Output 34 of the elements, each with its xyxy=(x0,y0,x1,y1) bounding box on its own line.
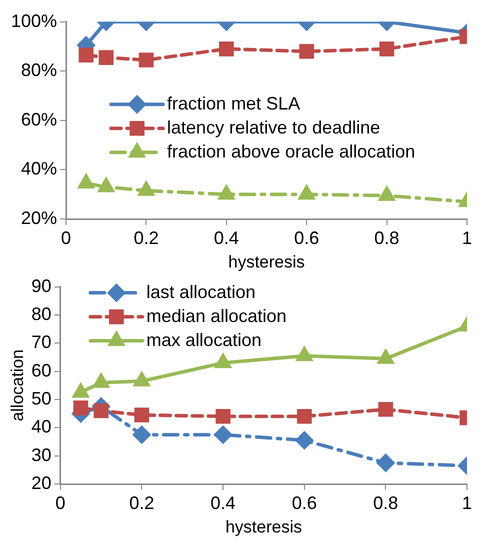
y-tick-label: 80 xyxy=(31,304,52,324)
x-tick-label: 1 xyxy=(462,228,472,248)
y-tick-label: 90 xyxy=(31,276,52,296)
x-tick-label: 0.6 xyxy=(292,492,317,513)
y-axis-title: allocation xyxy=(8,349,27,422)
legend-label: fraction met SLA xyxy=(167,93,300,114)
y-tick-label: 60% xyxy=(21,109,58,130)
y-tick-label: 80% xyxy=(21,60,58,80)
x-tick-label: 1 xyxy=(462,492,472,513)
x-tick-label: 0.2 xyxy=(129,492,154,513)
x-axis-title: hysteresis xyxy=(228,252,305,272)
y-tick-label: 20% xyxy=(21,208,58,228)
y-tick-label: 100% xyxy=(10,10,58,31)
x-tick-label: 0.8 xyxy=(373,492,398,513)
y-tick-label: 40 xyxy=(31,416,52,437)
legend-label: median allocation xyxy=(146,306,287,326)
x-tick-label: 0.2 xyxy=(134,228,159,248)
x-tick-label: 0.4 xyxy=(210,492,236,513)
y-tick-label: 30 xyxy=(31,444,52,465)
legend-label: last allocation xyxy=(146,282,256,302)
x-tick-label: 0.6 xyxy=(294,228,320,248)
legend-label: fraction above oracle allocation xyxy=(167,141,416,162)
x-axis-title: hysteresis xyxy=(225,517,302,536)
y-tick-label: 50 xyxy=(31,388,52,408)
y-tick-label: 40% xyxy=(21,158,58,179)
y-tick-label: 20 xyxy=(31,472,52,493)
x-tick-label: 0 xyxy=(61,228,72,248)
x-tick-label: 0.4 xyxy=(214,228,239,248)
legend-label: max allocation xyxy=(146,330,262,350)
x-tick-label: 0 xyxy=(55,492,66,513)
legend-label: latency relative to deadline xyxy=(167,117,380,138)
y-tick-label: 70 xyxy=(31,332,52,352)
y-tick-label: 60 xyxy=(31,360,52,380)
x-tick-label: 0.8 xyxy=(374,228,400,248)
